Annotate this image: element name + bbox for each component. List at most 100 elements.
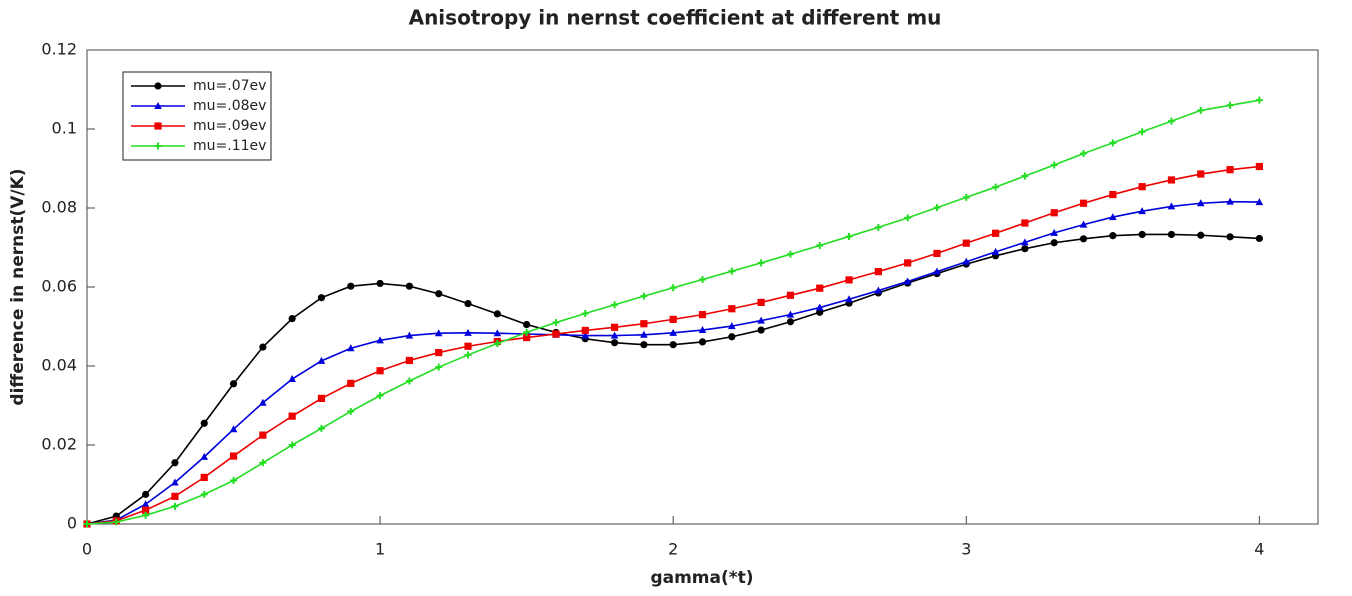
data-point (757, 316, 765, 324)
data-point (1255, 198, 1264, 206)
data-point (288, 412, 296, 420)
data-point (405, 377, 413, 385)
data-point (464, 328, 472, 336)
data-point (435, 290, 443, 298)
data-point (200, 419, 208, 427)
data-point (611, 301, 619, 309)
data-point (991, 229, 1000, 237)
data-point (1109, 213, 1117, 221)
data-point (464, 351, 472, 359)
data-point (435, 348, 443, 357)
data-point (1255, 234, 1263, 243)
data-point (786, 318, 795, 326)
data-point (229, 425, 238, 433)
data-point (171, 459, 179, 467)
data-point (933, 204, 941, 212)
data-point (610, 323, 619, 331)
y-tick-label: 0.04 (41, 356, 77, 375)
data-point (933, 249, 941, 258)
data-point (1050, 228, 1059, 236)
data-point (815, 303, 824, 311)
legend-marker (154, 142, 162, 150)
y-tick-label: 0.02 (41, 435, 77, 454)
data-point (435, 363, 443, 371)
data-point (757, 259, 765, 267)
data-point (1138, 230, 1146, 239)
data-point (317, 394, 326, 402)
data-point (405, 356, 414, 365)
data-point (347, 407, 355, 415)
y-tick-label: 0.06 (41, 277, 77, 296)
data-point (1079, 220, 1088, 228)
data-point (1138, 183, 1146, 191)
data-point (1050, 161, 1058, 169)
data-point (1021, 172, 1029, 180)
data-point (728, 322, 736, 330)
data-point (142, 490, 150, 498)
data-point (933, 267, 941, 275)
data-point (347, 282, 355, 290)
data-point (698, 338, 707, 346)
y-tick-label: 0 (67, 514, 77, 533)
data-point (1226, 101, 1234, 109)
y-axis-label: difference in nernst(V/K) (8, 168, 28, 405)
data-point (171, 478, 179, 486)
data-point (1196, 199, 1205, 207)
data-point (317, 294, 326, 302)
data-point (845, 232, 853, 240)
data-point (904, 214, 912, 222)
data-point (640, 330, 648, 338)
data-point (1109, 190, 1117, 199)
data-point (259, 459, 267, 467)
data-point (523, 333, 531, 342)
data-point (434, 329, 443, 337)
data-point (581, 326, 589, 335)
data-point (786, 291, 795, 299)
data-point (142, 511, 150, 519)
data-point (669, 315, 677, 323)
data-point (141, 500, 150, 508)
data-point (698, 326, 707, 334)
y-tick-label: 0.12 (41, 40, 77, 59)
y-tick-label: 0.08 (41, 198, 77, 217)
data-point (1021, 238, 1029, 246)
data-point (552, 330, 560, 338)
data-point (229, 380, 238, 388)
data-point (669, 328, 677, 336)
data-point (874, 223, 882, 231)
data-point (376, 336, 384, 344)
data-point (903, 277, 912, 285)
data-point (1226, 166, 1234, 174)
data-point (346, 344, 355, 352)
data-point (1167, 117, 1175, 125)
data-point (288, 375, 296, 383)
data-point (640, 320, 648, 328)
data-point (728, 333, 736, 341)
data-point (552, 319, 560, 327)
legend-marker (154, 82, 162, 90)
data-point (991, 247, 1000, 255)
data-point (259, 431, 267, 439)
x-tick-label: 1 (375, 540, 385, 559)
data-point (728, 305, 736, 313)
data-point (1226, 233, 1234, 241)
data-point (171, 492, 179, 500)
series-line (86, 233, 1260, 525)
x-tick-label: 3 (961, 540, 971, 559)
data-point (1167, 230, 1176, 239)
data-point (405, 282, 414, 290)
x-tick-label: 2 (668, 540, 678, 559)
data-point (1197, 231, 1205, 239)
data-point (523, 328, 531, 336)
data-point (1021, 219, 1029, 227)
series-line (86, 200, 1260, 525)
legend-label: mu=.07ev (193, 78, 266, 94)
data-point (376, 279, 384, 288)
data-point (904, 259, 912, 267)
data-point (317, 356, 326, 364)
data-point (610, 339, 619, 347)
data-point (1079, 199, 1088, 207)
data-point (83, 520, 91, 528)
data-point (962, 257, 971, 265)
data-point (992, 183, 1000, 191)
